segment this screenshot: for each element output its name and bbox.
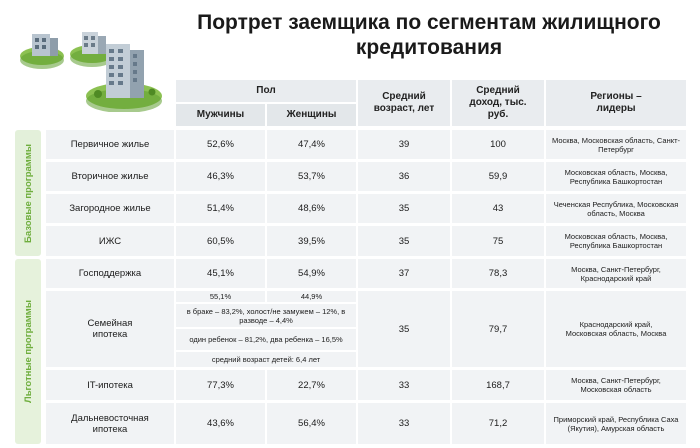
table-row: Дальневосточная ипотека 43,6% 56,4% 33 7…	[46, 403, 686, 444]
female-value: 56,4%	[267, 403, 356, 444]
female-value: 22,7%	[267, 370, 356, 400]
income-value: 43	[452, 194, 544, 223]
male-value: 43,6%	[176, 403, 265, 444]
header-age: Средний возраст, лет	[358, 80, 450, 126]
age-value: 39	[358, 130, 450, 159]
row-name: Загородное жилье	[46, 194, 174, 223]
row-name: Первичное жилье	[46, 130, 174, 159]
age-value: 35	[358, 226, 450, 256]
income-value: 78,3	[452, 259, 544, 288]
table-row: Загородное жилье 51,4% 48,6% 35 43 Чечен…	[46, 194, 686, 223]
age-value: 36	[358, 162, 450, 191]
regions-value: Приморский край, Республика Саха (Якутия…	[546, 403, 686, 444]
female-value: 54,9%	[267, 259, 356, 288]
male-value: 52,6%	[176, 130, 265, 159]
income-value: 168,7	[452, 370, 544, 400]
male-value: 77,3%	[176, 370, 265, 400]
table-row: Вторичное жилье 46,3% 53,7% 36 59,9 Моск…	[46, 162, 686, 191]
header-regions: Регионы – лидеры	[546, 80, 686, 126]
income-value: 79,7	[452, 291, 544, 367]
section-preferential-label: Льготные программы	[22, 300, 34, 403]
regions-value: Московская область, Москва, Республика Б…	[546, 162, 686, 191]
table-row: Первичное жилье 52,6% 47,4% 39 100 Москв…	[46, 130, 686, 159]
header-male: Мужчины	[176, 104, 265, 126]
row-name: IT-ипотека	[46, 370, 174, 400]
table-row: Семейная ипотека 55,1% 44,9% в браке – 8…	[46, 291, 686, 367]
section-base: Базовые программы	[15, 130, 41, 256]
header-income: Средний доход, тыс. руб.	[452, 80, 544, 126]
female-value: 44,9%	[267, 291, 356, 302]
male-value: 60,5%	[176, 226, 265, 256]
row-name: Господдержка	[46, 259, 174, 288]
female-value: 48,6%	[267, 194, 356, 223]
section-preferential: Льготные программы	[15, 259, 41, 444]
table-row: Господдержка 45,1% 54,9% 37 78,3 Москва,…	[46, 259, 686, 288]
regions-value: Краснодарский край, Московская область, …	[546, 291, 686, 367]
income-value: 59,9	[452, 162, 544, 191]
row-name: Семейная ипотека	[46, 291, 174, 367]
regions-value: Чеченская Республика, Московская область…	[546, 194, 686, 223]
age-value: 35	[358, 291, 450, 367]
buildings-illustration	[20, 32, 162, 112]
age-value: 35	[358, 194, 450, 223]
income-value: 100	[452, 130, 544, 159]
income-value: 75	[452, 226, 544, 256]
age-value: 37	[358, 259, 450, 288]
male-value: 45,1%	[176, 259, 265, 288]
regions-value: Москва, Московская область, Санкт-Петерб…	[546, 130, 686, 159]
regions-value: Московская область, Москва, Республика Б…	[546, 226, 686, 256]
page-title: Портрет заемщика по сегментам жилищного …	[197, 11, 661, 59]
table-row: ИЖС 60,5% 39,5% 35 75 Московская область…	[46, 226, 686, 256]
children-age: средний возраст детей: 6,4 лет	[176, 352, 356, 367]
regions-value: Москва, Санкт-Петербург, Краснодарский к…	[546, 259, 686, 288]
male-value: 55,1%	[176, 291, 265, 302]
income-value: 71,2	[452, 403, 544, 444]
female-value: 39,5%	[267, 226, 356, 256]
row-name: Вторичное жилье	[46, 162, 174, 191]
male-value: 51,4%	[176, 194, 265, 223]
row-name: Дальневосточная ипотека	[46, 403, 174, 444]
section-base-label: Базовые программы	[22, 143, 34, 243]
table-row: IT-ипотека 77,3% 22,7% 33 168,7 Москва, …	[46, 370, 686, 400]
header-gender: Пол	[176, 80, 356, 102]
age-value: 33	[358, 403, 450, 444]
marital-status: в браке – 83,2%, холост/не замужем – 12%…	[176, 304, 356, 327]
male-value: 46,3%	[176, 162, 265, 191]
regions-value: Москва, Санкт-Петербург, Московская обла…	[546, 370, 686, 400]
row-name: ИЖС	[46, 226, 174, 256]
female-value: 53,7%	[267, 162, 356, 191]
age-value: 33	[358, 370, 450, 400]
female-value: 47,4%	[267, 130, 356, 159]
header-female: Женщины	[267, 104, 356, 126]
children-count: один ребенок – 81,2%, два ребенка – 16,5…	[176, 329, 356, 350]
